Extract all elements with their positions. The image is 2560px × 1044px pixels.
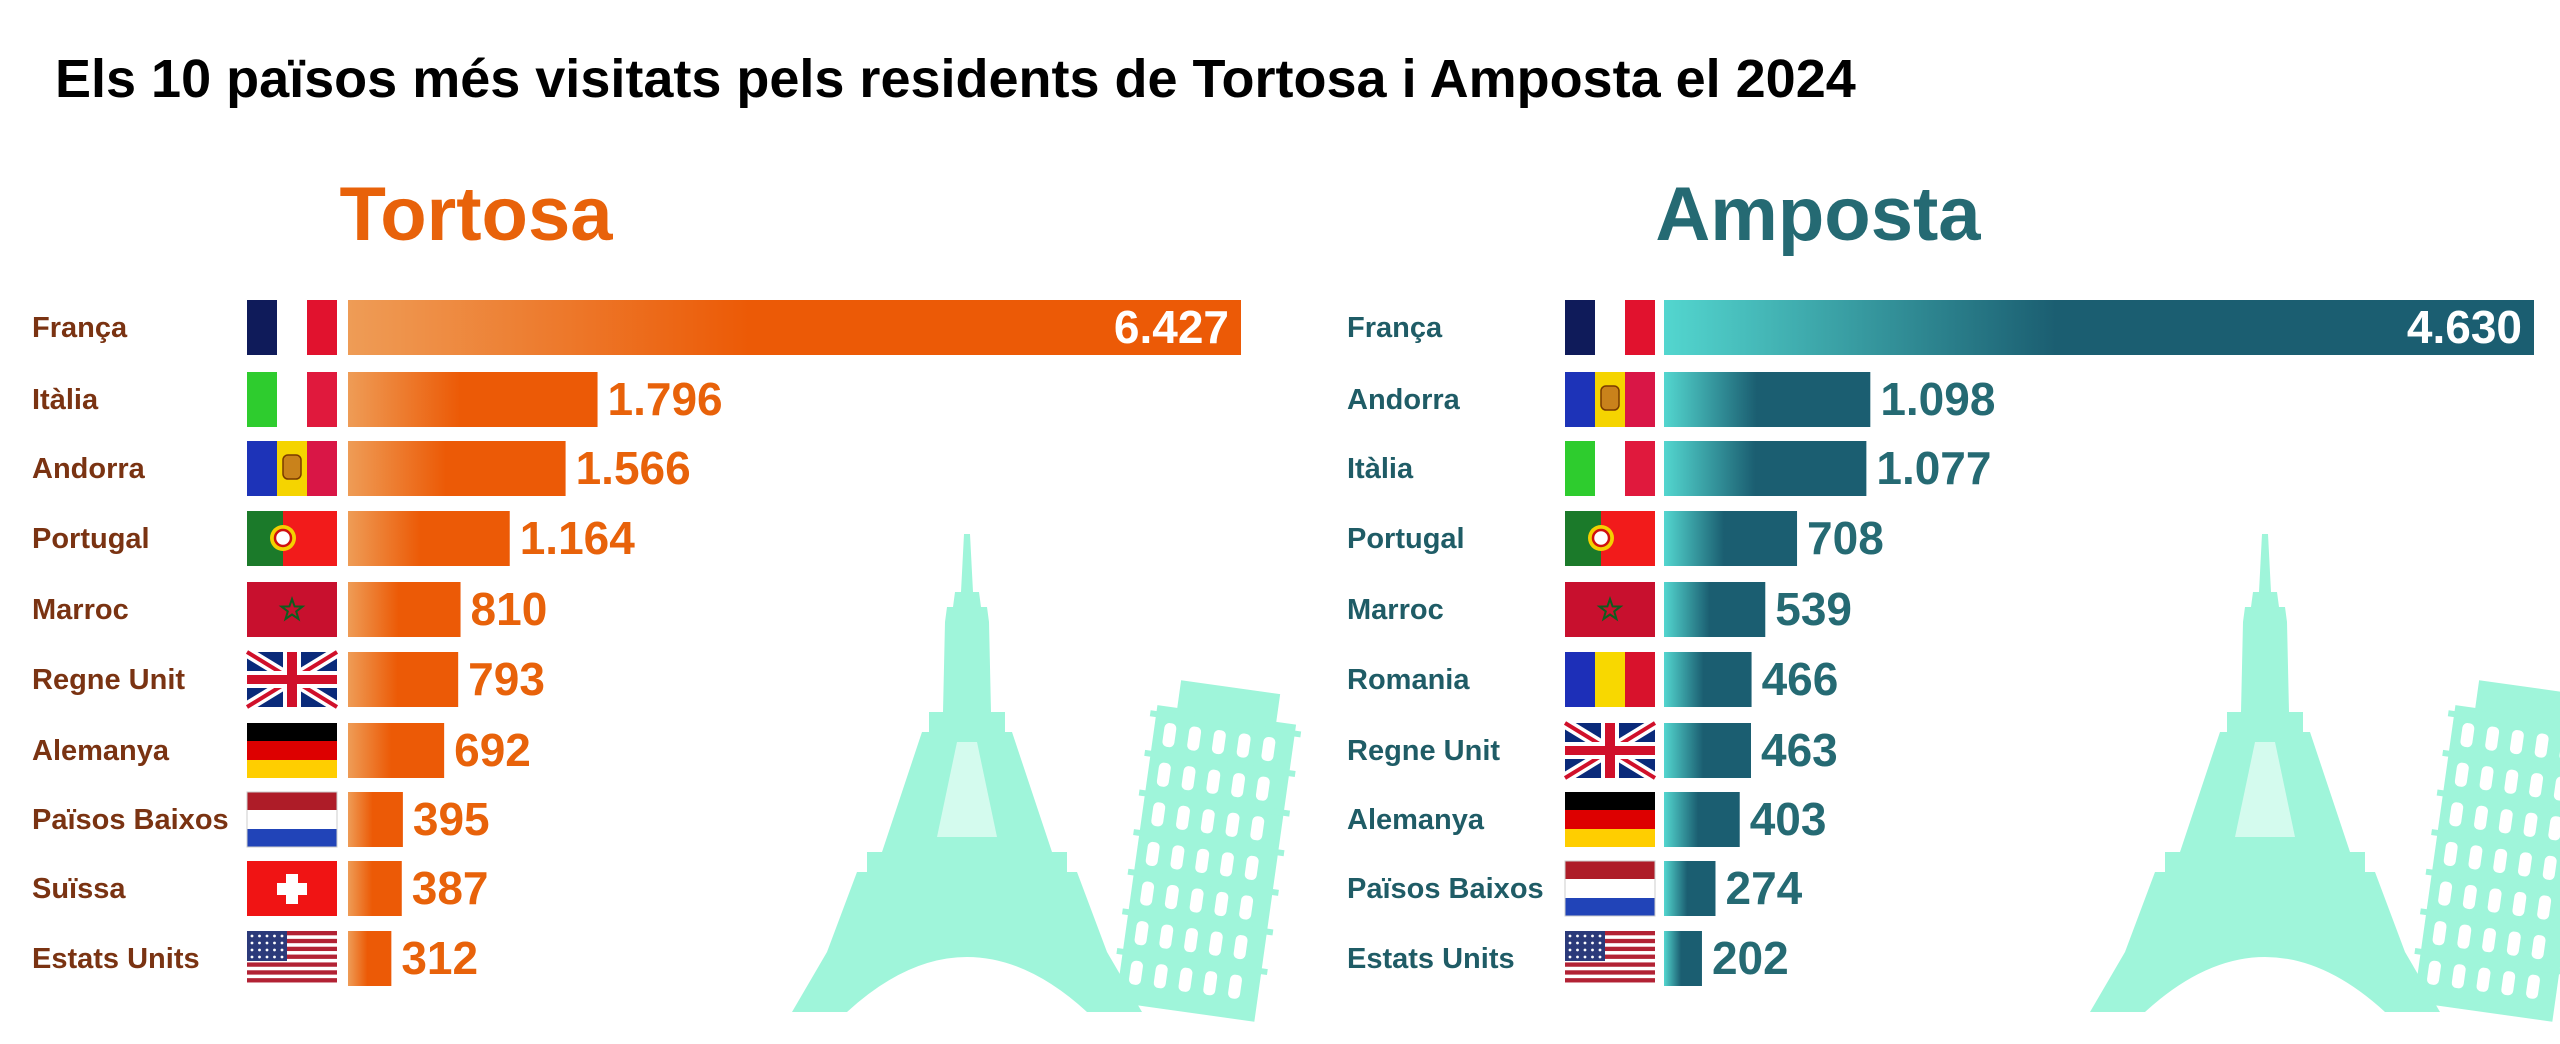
portugal-flag [247,511,337,566]
germany-flag [247,723,337,778]
country-label: Marroc [32,594,129,626]
value-label: 1.098 [1880,373,1995,425]
country-label: Itàlia [1347,453,1414,485]
country-label: Estats Units [32,943,200,975]
value-label: 387 [412,862,489,914]
country-label: Països Baixos [32,804,229,836]
country-label: Portugal [1347,523,1465,555]
bar [1664,441,1867,496]
value-label: 810 [471,583,548,635]
italy-flag [247,372,337,427]
portugal-flag [1565,511,1655,566]
romania-flag [1565,652,1655,707]
bar [348,372,598,427]
chart-title: Els 10 països més visitats pels resident… [55,49,1856,109]
country-label: Estats Units [1347,943,1515,975]
bar [348,582,461,637]
netherlands-flag [246,791,338,848]
country-label: Alemanya [1347,804,1485,836]
value-label: 403 [1750,793,1827,845]
pisa-tower-icon [1115,680,1302,1022]
value-label: 692 [454,724,531,776]
bar [1664,300,2534,355]
uk-flag [1562,718,1658,783]
bar [348,441,566,496]
italy-flag [1565,441,1655,496]
value-label: 463 [1761,724,1838,776]
netherlands-flag [1564,860,1656,917]
country-label: Països Baixos [1347,873,1544,905]
bar [1664,652,1752,707]
value-label: 312 [401,932,478,984]
value-label: 466 [1762,653,1839,705]
value-label: 793 [468,653,545,705]
value-label: 1.566 [576,442,691,494]
value-label: 202 [1712,932,1789,984]
switzerland-flag [247,861,337,916]
country-label: Andorra [32,453,146,485]
bar [1664,582,1766,637]
morocco-flag [247,582,337,637]
country-label: Alemanya [32,735,170,767]
value-label: 708 [1807,512,1884,564]
france-flag [1565,300,1655,355]
germany-flag [1565,792,1655,847]
bar [1664,372,1871,427]
country-label: França [32,312,128,344]
value-label: 539 [1775,583,1852,635]
andorra-flag [1565,372,1655,427]
bar [1664,511,1798,566]
bar [348,723,445,778]
country-label: Itàlia [32,384,99,416]
bar [348,511,510,566]
country-label: Romania [1347,664,1470,696]
country-label: Regne Unit [32,664,185,696]
pisa-tower-icon [2413,680,2560,1022]
bar [348,931,392,986]
morocco-flag [1565,582,1655,637]
value-label: 1.796 [608,373,723,425]
bar [1664,792,1740,847]
andorra-flag [247,441,337,496]
bar [348,300,1241,355]
bar [348,861,402,916]
uk-flag [244,647,340,712]
bar [348,652,459,707]
eiffel-tower-icon [792,534,1142,1012]
amposta-title: Amposta [1655,172,1981,257]
bar [1664,931,1702,986]
country-label: Andorra [1347,384,1461,416]
value-label: 274 [1725,862,1802,914]
usa-flag [247,931,337,983]
value-label: 395 [413,793,490,845]
usa-flag [1565,931,1655,983]
country-label: Marroc [1347,594,1444,626]
country-label: Suïssa [32,873,126,905]
country-label: Regne Unit [1347,735,1500,767]
bar [1664,861,1716,916]
value-label: 6.427 [1114,301,1229,353]
country-label: Portugal [32,523,150,555]
country-label: França [1347,312,1443,344]
eiffel-tower-icon [2090,534,2440,1012]
france-flag [247,300,337,355]
value-label: 1.164 [520,512,636,564]
bar [1664,723,1751,778]
value-label: 1.077 [1876,442,1991,494]
tortosa-title: Tortosa [339,172,613,257]
bar [348,792,403,847]
value-label: 4.630 [2407,301,2522,353]
